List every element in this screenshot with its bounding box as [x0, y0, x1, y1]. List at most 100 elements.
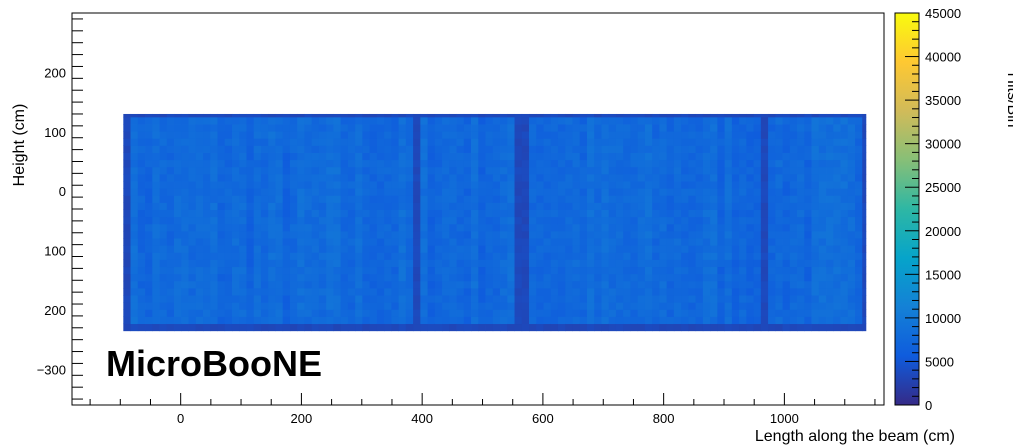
heatmap-cell: [188, 223, 197, 232]
heatmap-cell: [398, 216, 407, 225]
heatmap-cell: [391, 280, 400, 289]
heatmap-cell: [862, 138, 867, 146]
heatmap-cell: [797, 209, 805, 218]
heatmap-cell: [797, 173, 805, 182]
heatmap-cell: [311, 216, 320, 225]
heatmap-cell: [275, 295, 284, 303]
heatmap-cell: [862, 309, 867, 317]
heatmap-cell: [253, 145, 262, 153]
heatmap-cell: [188, 145, 197, 153]
heatmap-cell: [355, 309, 363, 317]
heatmap-cell: [224, 266, 233, 275]
heatmap-cell: [188, 245, 197, 253]
heatmap-cell: [666, 181, 675, 189]
heatmap-cell: [181, 131, 189, 139]
heatmap-cell: [797, 166, 805, 175]
heatmap-cell: [463, 280, 472, 289]
heatmap-cell: [644, 181, 653, 189]
heatmap-cell: [449, 287, 457, 296]
heatmap-cell: [231, 181, 240, 189]
heatmap-cell: [615, 113, 624, 118]
heatmap-cell: [304, 287, 313, 296]
heatmap-cell: [789, 124, 798, 132]
heatmap-cell: [775, 152, 783, 161]
heatmap-cell: [760, 159, 769, 168]
heatmap-cell: [746, 287, 754, 296]
heatmap-cell: [355, 238, 363, 246]
heatmap-cell: [275, 202, 284, 210]
heatmap-cell: [608, 287, 617, 296]
heatmap-cell: [456, 295, 465, 303]
heatmap-cell: [601, 188, 610, 196]
heatmap-cell: [507, 252, 515, 260]
heatmap-cell: [579, 195, 588, 203]
heatmap-cell: [347, 280, 356, 289]
heatmap-cell: [239, 145, 247, 153]
heatmap-cell: [565, 273, 573, 282]
heatmap-cell: [594, 124, 602, 132]
heatmap-cell: [181, 273, 189, 282]
heatmap-cell: [507, 316, 515, 325]
heatmap-cell: [847, 202, 856, 210]
heatmap-cell: [304, 280, 313, 289]
heatmap-cell: [536, 181, 544, 189]
heatmap-cell: [724, 316, 733, 325]
heatmap-cell: [398, 266, 407, 275]
heatmap-cell: [739, 295, 747, 303]
heatmap-cell: [311, 138, 320, 146]
heatmap-cell: [297, 287, 305, 296]
heatmap-cell: [427, 266, 436, 275]
heatmap-cell: [492, 124, 501, 132]
heatmap-cell: [753, 138, 762, 146]
heatmap-cell: [420, 181, 428, 189]
heatmap-cell: [833, 152, 841, 161]
heatmap-cell: [811, 245, 820, 253]
heatmap-cell: [724, 302, 733, 310]
heatmap-cell: [333, 173, 342, 182]
heatmap-cell: [449, 280, 457, 289]
heatmap-cell: [550, 152, 559, 161]
heatmap-cell: [847, 245, 856, 253]
heatmap-cell: [514, 309, 523, 317]
heatmap-cell: [688, 138, 697, 146]
heatmap-cell: [804, 287, 812, 296]
heatmap-cell: [340, 159, 349, 168]
heatmap-cell: [623, 131, 631, 139]
heatmap-cell: [543, 230, 552, 239]
heatmap-cell: [174, 287, 182, 296]
heatmap-cell: [268, 316, 276, 325]
heatmap-cell: [405, 252, 414, 260]
heatmap-cell: [253, 230, 262, 239]
heatmap-cell: [478, 266, 486, 275]
heatmap-cell: [231, 173, 240, 182]
heatmap-cell: [543, 166, 552, 175]
heatmap-cell: [304, 216, 313, 225]
heatmap-cell: [456, 181, 465, 189]
heatmap-cell: [847, 259, 856, 268]
heatmap-cell: [847, 152, 856, 161]
heatmap-cell: [340, 273, 349, 282]
heatmap-cell: [268, 295, 276, 303]
heatmap-cell: [449, 131, 457, 139]
heatmap-cell: [289, 116, 298, 125]
heatmap-cell: [594, 230, 602, 239]
heatmap-cell: [231, 245, 240, 253]
heatmap-cell: [340, 195, 349, 203]
heatmap-cell: [710, 323, 718, 332]
heatmap-cell: [753, 287, 762, 296]
heatmap-cell: [688, 302, 697, 310]
heatmap-cell: [826, 266, 834, 275]
heatmap-cell: [586, 223, 595, 232]
heatmap-cell: [855, 124, 863, 132]
heatmap-cell: [811, 295, 820, 303]
heatmap-cell: [449, 195, 457, 203]
heatmap-cell: [565, 181, 573, 189]
heatmap-cell: [456, 309, 465, 317]
heatmap-cell: [384, 273, 392, 282]
heatmap-cell: [463, 295, 472, 303]
heatmap-cell: [623, 252, 631, 260]
heatmap-cell: [586, 116, 595, 125]
heatmap-cell: [485, 259, 494, 268]
heatmap-cell: [195, 280, 204, 289]
heatmap-cell: [695, 302, 704, 310]
